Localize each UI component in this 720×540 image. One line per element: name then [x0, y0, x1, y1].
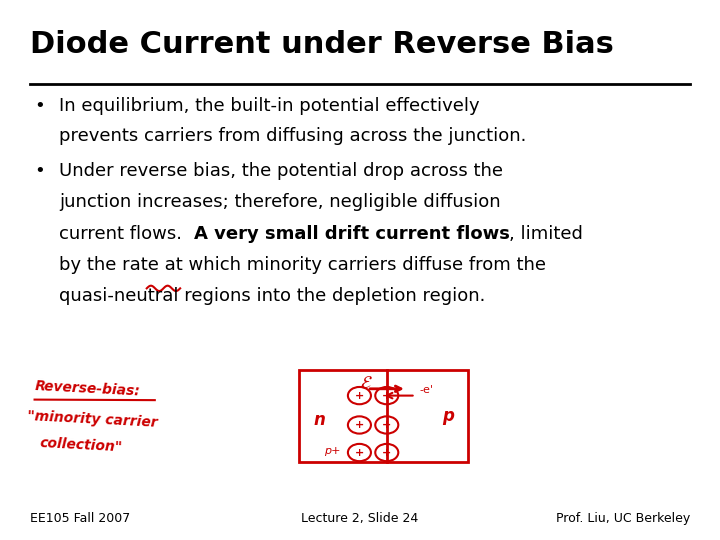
Text: •: •	[35, 97, 45, 115]
Text: +: +	[382, 448, 392, 457]
Text: current flows.: current flows.	[59, 225, 194, 242]
Text: +: +	[382, 420, 392, 430]
Text: In equilibrium, the built-in potential effectively: In equilibrium, the built-in potential e…	[59, 97, 480, 115]
Text: Prof. Liu, UC Berkeley: Prof. Liu, UC Berkeley	[556, 512, 690, 525]
Text: n: n	[313, 411, 325, 429]
Text: -e': -e'	[419, 385, 433, 395]
Text: $\mathcal{E}$: $\mathcal{E}$	[360, 374, 373, 391]
Text: Under reverse bias, the potential drop across the: Under reverse bias, the potential drop a…	[59, 162, 503, 180]
Text: p+: p+	[325, 446, 341, 456]
Text: A very small drift current flows: A very small drift current flows	[194, 225, 510, 242]
Text: collection": collection"	[40, 436, 123, 454]
Text: •: •	[35, 162, 45, 180]
Text: p: p	[442, 407, 454, 425]
Text: EE105 Fall 2007: EE105 Fall 2007	[30, 512, 130, 525]
Text: "minority carrier: "minority carrier	[27, 409, 158, 430]
Text: prevents carriers from diffusing across the junction.: prevents carriers from diffusing across …	[59, 127, 526, 145]
Text: junction increases; therefore, negligible diffusion: junction increases; therefore, negligibl…	[59, 193, 500, 211]
Text: +: +	[355, 420, 364, 430]
Text: Reverse-bias:: Reverse-bias:	[35, 379, 141, 399]
Text: +: +	[355, 390, 364, 401]
Bar	[299, 370, 468, 462]
Text: Lecture 2, Slide 24: Lecture 2, Slide 24	[302, 512, 418, 525]
Text: Diode Current under Reverse Bias: Diode Current under Reverse Bias	[30, 30, 614, 59]
Text: by the rate at which minority carriers diffuse from the: by the rate at which minority carriers d…	[59, 256, 546, 274]
Text: , limited: , limited	[510, 225, 583, 242]
Text: +: +	[355, 448, 364, 457]
Text: +: +	[382, 390, 392, 401]
Text: quasi-neutral regions into the depletion region.: quasi-neutral regions into the depletion…	[59, 287, 485, 305]
